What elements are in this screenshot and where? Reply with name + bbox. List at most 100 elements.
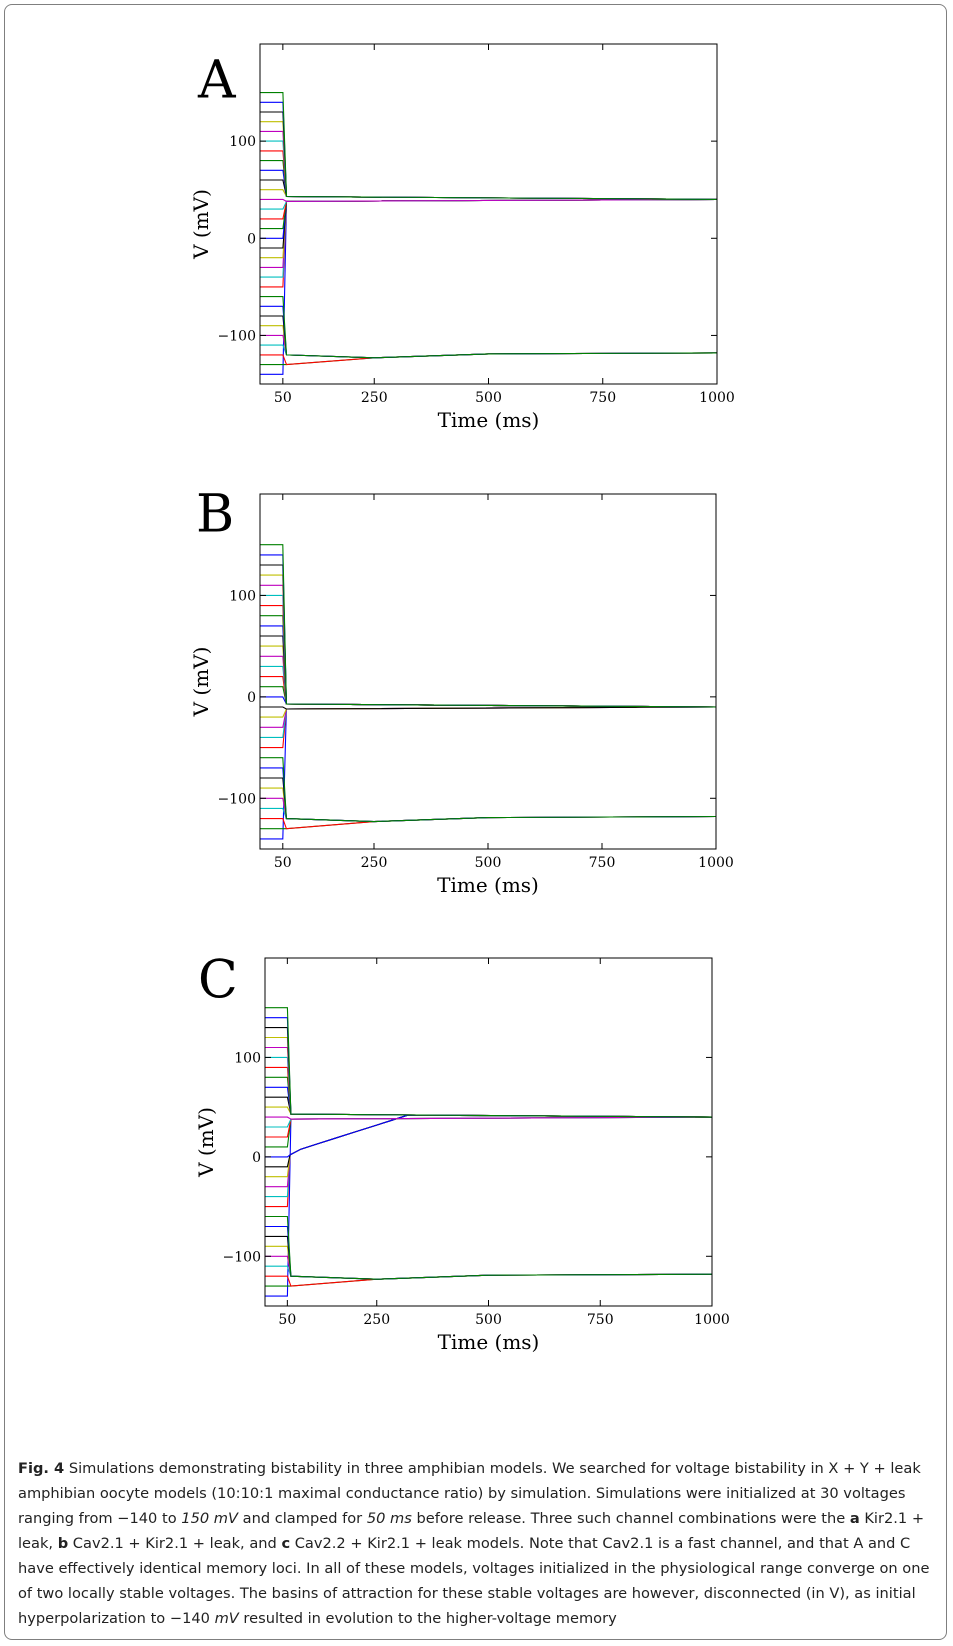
series-line — [260, 767, 717, 823]
series-line — [260, 584, 717, 708]
series-line — [260, 706, 717, 710]
series-line — [265, 1225, 713, 1280]
series-line — [260, 815, 717, 830]
series-line — [260, 198, 718, 288]
y-tick-label: 0 — [247, 690, 256, 706]
x-tick-label: 50 — [274, 390, 292, 406]
series-line — [260, 655, 717, 708]
series-line — [260, 198, 718, 230]
series-line — [265, 1116, 713, 1297]
series-line — [260, 352, 718, 366]
x-tick-label: 1000 — [694, 1312, 730, 1328]
y-axis-label: V (mV) — [189, 189, 213, 260]
series-line — [265, 1007, 713, 1118]
caption-text-2: and clamped for — [237, 1510, 367, 1527]
x-axis-label: Time (ms) — [437, 873, 539, 897]
series-line — [260, 198, 718, 220]
caption-text-3: before release. Three such channel combi… — [411, 1510, 850, 1527]
series-line — [260, 706, 717, 738]
series-line — [265, 1114, 713, 1168]
x-tick-label: 500 — [475, 390, 502, 406]
series-line — [260, 635, 717, 708]
series-line — [265, 1116, 713, 1138]
caption-text-6: Cav2.2 + Kir2.1 + leak models. Note that… — [18, 1535, 930, 1627]
y-tick-label: −100 — [218, 328, 256, 344]
series-line — [260, 564, 717, 708]
series-line — [260, 160, 718, 200]
y-tick-label: 0 — [252, 1150, 261, 1166]
caption-em-3: mV — [214, 1610, 239, 1627]
y-tick-label: 100 — [234, 1050, 261, 1066]
panel-label: A — [197, 51, 237, 111]
series-line — [260, 574, 717, 708]
caption-bold-a: a — [849, 1510, 860, 1527]
y-tick-label: 0 — [247, 231, 256, 247]
series-line — [260, 645, 717, 708]
series-line — [260, 198, 718, 268]
series-line — [260, 605, 717, 708]
x-tick-label: 1000 — [698, 855, 734, 871]
series-line — [265, 1017, 713, 1118]
series-line — [260, 111, 718, 200]
y-tick-label: −100 — [223, 1249, 261, 1265]
series-line — [265, 1114, 713, 1208]
series-line — [265, 1116, 713, 1148]
series-line — [265, 1114, 713, 1188]
series-line — [260, 92, 718, 200]
series-line — [260, 665, 717, 708]
series-line — [260, 676, 717, 708]
x-tick-label: 500 — [475, 855, 502, 871]
series-line — [260, 121, 718, 200]
y-tick-label: 100 — [229, 588, 256, 604]
panel-label: B — [196, 485, 234, 545]
series-line — [260, 544, 717, 708]
series-line — [260, 296, 718, 359]
series-line — [260, 706, 717, 749]
series-line — [260, 101, 718, 200]
plot-frame — [259, 493, 717, 850]
series-line — [265, 1086, 713, 1118]
series-line — [260, 315, 718, 359]
caption-text-7: resulted in evolution to the higher-volt… — [238, 1610, 617, 1627]
y-tick-label: 100 — [229, 134, 256, 150]
y-axis-label: V (mV) — [189, 647, 213, 718]
series-line — [260, 305, 718, 359]
series-line — [265, 1215, 713, 1280]
series-line — [265, 1114, 713, 1198]
caption-bold-c: c — [281, 1535, 291, 1552]
series-line — [265, 1056, 713, 1118]
series-line — [260, 198, 718, 249]
plot-frame — [259, 43, 718, 385]
series-line — [265, 1255, 713, 1280]
series-line — [260, 198, 718, 259]
caption-text-4: Kir2.1 + leak, — [18, 1510, 925, 1552]
series-line — [260, 706, 717, 728]
series-line — [265, 1076, 713, 1118]
plot-frame — [264, 957, 713, 1307]
series-line — [265, 1114, 713, 1178]
series-line — [260, 198, 718, 239]
series-line — [265, 1066, 713, 1118]
series-line — [260, 198, 718, 278]
caption-text-5: Cav2.1 + Kir2.1 + leak, and — [68, 1535, 282, 1552]
series-line — [260, 130, 718, 200]
x-axis-label: Time (ms) — [438, 1330, 540, 1354]
x-tick-label: 250 — [361, 855, 388, 871]
x-tick-label: 750 — [589, 390, 616, 406]
x-tick-label: 50 — [278, 1312, 296, 1328]
series-line — [260, 625, 717, 708]
caption-figure-label: Fig. 4 — [18, 1460, 65, 1477]
series-line — [260, 777, 717, 823]
caption-bold-b: b — [57, 1535, 69, 1552]
x-tick-label: 500 — [475, 1312, 502, 1328]
series-line — [265, 1036, 713, 1118]
x-tick-label: 750 — [587, 1312, 614, 1328]
panel-c: C 50 250 500 750 1000 −100 0 100 Time (ms) V (mV) — [194, 951, 730, 1354]
series-line — [260, 757, 717, 823]
x-axis-label: Time (ms) — [438, 408, 540, 432]
x-tick-label: 50 — [274, 855, 292, 871]
panel-a: A 50 250 500 750 1000 −100 0 100 Time (ms) V (mV) — [189, 43, 735, 432]
x-tick-label: 1000 — [699, 390, 735, 406]
panel-label: C — [198, 951, 238, 1011]
